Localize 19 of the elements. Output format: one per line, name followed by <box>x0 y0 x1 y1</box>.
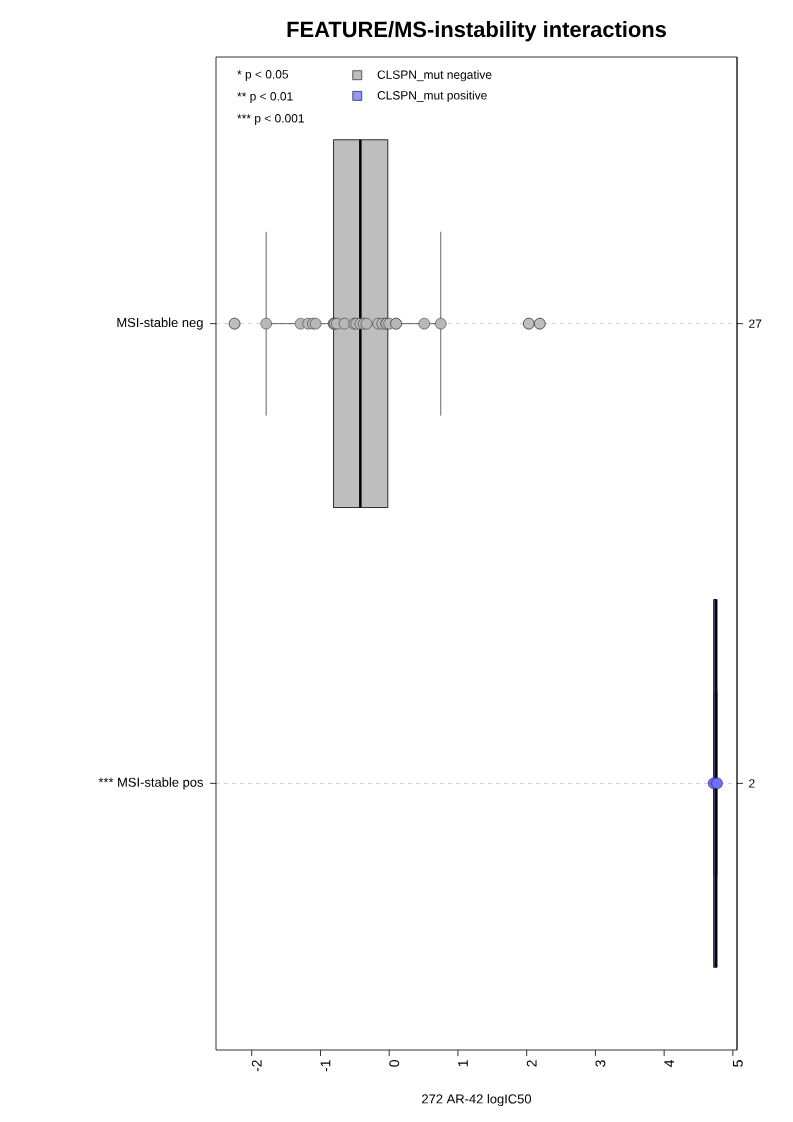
y-tick-label: *** MSI-stable pos <box>98 777 203 790</box>
x-tick-label: -2 <box>251 1060 262 1072</box>
x-tick-label: 4 <box>664 1059 674 1067</box>
x-tick-label: 5 <box>733 1060 743 1067</box>
legend-label: CLSPN_mut positive <box>377 90 487 102</box>
x-tick-label: 3 <box>595 1060 606 1067</box>
x-tick-label: 1 <box>458 1060 468 1067</box>
y2-tick-label: 2 <box>749 779 755 788</box>
annotation: *** p < 0.001 <box>237 114 304 125</box>
y2-tick-label: 27 <box>749 319 762 328</box>
annotation: ** p < 0.01 <box>237 92 293 103</box>
x-tick-label: 2 <box>526 1060 537 1067</box>
legend-label: CLSPN_mut negative <box>377 70 492 82</box>
x-axis-title: 272 AR-42 logIC50 <box>422 1093 532 1107</box>
annotation: * p < 0.05 <box>237 70 289 81</box>
chart-title: FEATURE/MS-instability interactions <box>287 21 666 42</box>
y-tick-label: MSI-stable neg <box>117 317 203 330</box>
x-tick-label: -1 <box>320 1060 331 1072</box>
x-tick-label: 0 <box>389 1060 400 1067</box>
